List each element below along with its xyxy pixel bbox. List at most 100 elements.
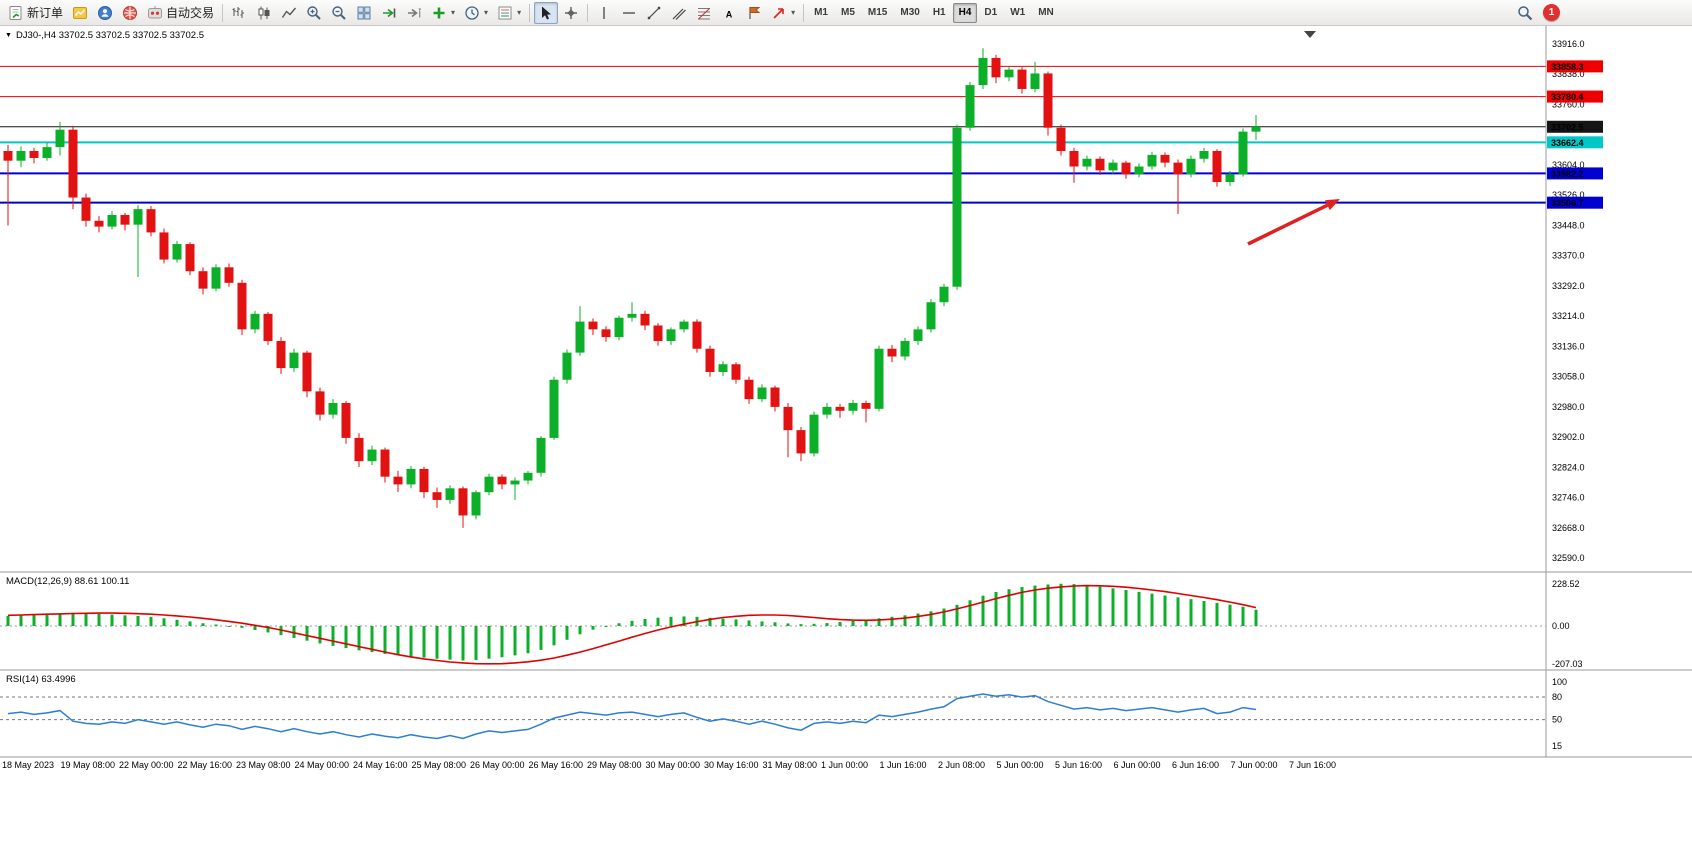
time-axis-label: 19 May 08:00 (61, 760, 116, 770)
timeframe-h1-button[interactable]: H1 (932, 7, 946, 18)
candle-body (588, 321, 598, 330)
candle-body (705, 348, 715, 372)
candle-body (315, 391, 325, 415)
vertical-line-icon (603, 6, 605, 19)
timeframe-m30-button[interactable]: M30 (900, 7, 920, 18)
candle-body (887, 348, 897, 357)
macd-histogram-bar (1241, 606, 1245, 626)
timeframe-h4-button[interactable]: H4 (952, 2, 978, 23)
annotation-arrow-head[interactable] (1325, 199, 1340, 211)
chevron-down-icon: ▾ (451, 7, 456, 17)
crosshair-icon (565, 6, 578, 19)
candle-body (965, 85, 975, 128)
macd-histogram-bar (123, 615, 127, 626)
price-axis-tick: 33058.0 (1552, 372, 1585, 382)
price-tag (1547, 90, 1603, 103)
price-axis-tick: 32902.0 (1552, 432, 1585, 442)
macd-histogram-bar (1202, 601, 1206, 626)
price-axis-tick: 33604.0 (1552, 160, 1585, 170)
search-button[interactable] (1513, 2, 1537, 24)
trendline-button[interactable] (642, 2, 666, 24)
new-chart-button[interactable] (68, 2, 92, 24)
candle-body (250, 313, 260, 330)
candle-body (640, 313, 650, 326)
macd-histogram-bar (318, 626, 322, 644)
candle-body (94, 220, 104, 227)
macd-histogram-bar (97, 613, 101, 626)
macd-histogram-bar (838, 621, 842, 626)
chart-canvas[interactable]: 33916.0 33838.0 33760.0 33604.0 33526.0 33448… (0, 26, 1692, 841)
price-tag-label: 33858.3 (1551, 62, 1584, 72)
timeframe-mn-button[interactable]: MN (1038, 7, 1054, 18)
annotation-arrow-line[interactable] (1247, 203, 1329, 246)
price-tag-label: 33780.4 (1551, 92, 1584, 102)
price-tag (1547, 167, 1603, 180)
price-tag (1547, 120, 1603, 133)
candle-body (172, 244, 182, 260)
macd-histogram-bar (136, 615, 140, 626)
candlestick-chart-button[interactable] (252, 2, 276, 24)
macd-histogram-bar (1228, 604, 1232, 626)
tile-windows-button[interactable] (352, 2, 376, 24)
profiles-button[interactable] (93, 2, 117, 24)
time-axis-label: 7 Jun 00:00 (1231, 760, 1278, 770)
notification-badge[interactable]: 1 (1543, 4, 1560, 21)
candle-body (1238, 131, 1248, 175)
macd-histogram-bar (552, 626, 556, 646)
macd-histogram-bar (240, 626, 244, 628)
chart-shift-button[interactable] (402, 2, 426, 24)
fibonacci-button[interactable] (692, 2, 716, 24)
candle-body (1251, 126, 1261, 132)
vertical-line-button[interactable] (592, 2, 616, 24)
chevron-down-icon: ▾ (517, 7, 522, 17)
arrows-button[interactable]: ▾ (767, 2, 799, 24)
macd-histogram-bar (1007, 589, 1011, 626)
text-button[interactable]: A (717, 2, 741, 24)
macd-histogram-bar (253, 626, 257, 631)
macd-axis-tick: 0.00 (1552, 621, 1570, 631)
zoom-in-button[interactable] (302, 2, 326, 24)
macd-histogram-bar (1098, 586, 1102, 626)
candle-body (1173, 162, 1183, 175)
price-axis-tick: 33370.0 (1552, 251, 1585, 261)
time-axis-label: 25 May 08:00 (412, 760, 467, 770)
new-order-icon (9, 5, 22, 20)
price-axis-tick: 33760.0 (1552, 99, 1585, 109)
chart-shift-marker[interactable] (1304, 31, 1316, 38)
candle-body (146, 209, 156, 233)
timeframe-w1-button[interactable]: W1 (1010, 7, 1026, 18)
macd-histogram-bar (903, 615, 907, 626)
periods-button[interactable]: ▾ (460, 2, 492, 24)
macd-histogram-bar (591, 626, 595, 630)
auto-trading-label: 自动交易 (166, 6, 215, 20)
timeframe-m15-button[interactable]: M15 (867, 7, 888, 18)
price-axis-tick: 32824.0 (1552, 462, 1585, 472)
text-label-button[interactable] (742, 2, 766, 24)
timeframe-m5-button[interactable]: M5 (841, 7, 855, 18)
bar-chart-button[interactable] (227, 2, 251, 24)
indicators-button[interactable]: ▾ (427, 2, 459, 24)
community-button[interactable] (118, 2, 142, 24)
line-chart-button[interactable] (277, 2, 301, 24)
crosshair-button[interactable] (559, 2, 583, 24)
macd-histogram-bar (955, 604, 959, 626)
equidistant-channel-button[interactable] (667, 2, 691, 24)
candle-body (718, 364, 728, 372)
macd-axis-tick: 228.52 (1552, 579, 1580, 589)
time-axis-label: 29 May 08:00 (587, 760, 642, 770)
macd-histogram-bar (370, 626, 374, 653)
horizontal-line-button[interactable] (617, 2, 641, 24)
auto-trading-button[interactable]: 自动交易 (143, 2, 218, 24)
templates-button[interactable]: ▾ (493, 2, 525, 24)
macd-histogram-bar (890, 616, 894, 626)
cursor-button[interactable] (534, 1, 559, 24)
timeframe-d1-button[interactable]: D1 (984, 7, 998, 18)
zoom-out-button[interactable] (327, 2, 351, 24)
auto-trading-icon (148, 5, 163, 18)
timeframe-m1-button[interactable]: M1 (814, 7, 828, 18)
auto-scroll-icon (383, 8, 396, 17)
candle-body (900, 340, 910, 357)
auto-scroll-button[interactable] (377, 2, 401, 24)
new-order-button[interactable]: 新订单 (4, 2, 67, 24)
new-chart-icon (73, 6, 88, 19)
